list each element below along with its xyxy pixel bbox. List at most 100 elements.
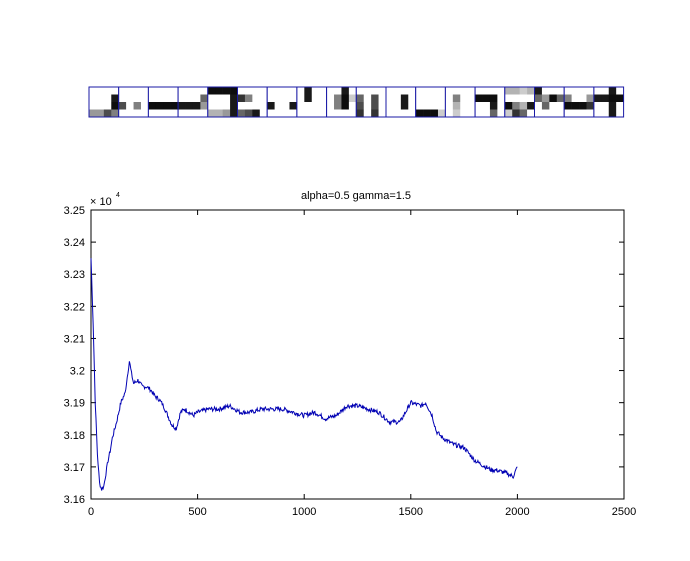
patch-pixel	[89, 94, 97, 103]
patch-pixel	[185, 109, 194, 118]
patch-pixel	[378, 102, 387, 110]
patch-pixel	[207, 102, 216, 110]
patch-pixel	[601, 94, 610, 103]
patch-pixel	[185, 102, 194, 110]
y-tick-label: 3.22	[64, 301, 85, 313]
patch	[593, 86, 625, 118]
patch-pixel	[408, 87, 416, 95]
patch-pixel	[244, 102, 253, 110]
patch-pixel	[378, 87, 387, 95]
patch-pixel	[445, 102, 454, 110]
y-tick-label: 3.25	[64, 205, 85, 217]
patch-pixel	[489, 109, 498, 118]
patch-pixel	[341, 109, 350, 118]
patch-pixel	[133, 109, 142, 118]
patch-pixel	[393, 87, 402, 95]
patch-pixel	[593, 87, 602, 95]
patch-pixel	[408, 102, 416, 110]
patch-pixel	[393, 109, 402, 118]
patch-pixel	[148, 87, 157, 95]
patch-pixel	[259, 109, 268, 118]
patch-pixel	[311, 94, 320, 103]
patch-pixel	[111, 102, 119, 110]
chart-title: alpha=0.5 gamma=1.5	[301, 190, 411, 202]
patch-pixel	[237, 109, 246, 118]
patch-pixel	[140, 94, 149, 103]
patch-pixel	[96, 87, 105, 95]
patch-pixel	[155, 109, 164, 118]
patch	[504, 86, 535, 118]
patch-pixel	[326, 87, 335, 95]
patch-pixel	[549, 102, 558, 110]
patch-pixel	[475, 102, 483, 110]
y-tick-label: 3.23	[64, 269, 85, 281]
patch-pixel	[445, 94, 454, 103]
patch-pixel	[452, 94, 461, 103]
patch-pixel	[289, 102, 298, 110]
patch-pixel	[341, 87, 350, 95]
patch-pixel	[616, 87, 624, 95]
patch-pixel	[534, 87, 543, 95]
patch-pixel	[519, 94, 528, 103]
patch-pixel	[289, 87, 298, 95]
patch-pixel	[148, 109, 157, 118]
patch-pixel	[334, 109, 342, 118]
patch-pixel	[140, 87, 149, 95]
patch-pixel	[497, 87, 506, 95]
patch-pixel	[267, 94, 275, 103]
patch-pixel	[274, 102, 283, 110]
patch-pixel	[252, 102, 261, 110]
patch-pixel	[608, 87, 617, 95]
patch-pixel	[371, 94, 379, 103]
patch	[237, 86, 268, 118]
patch-pixel	[430, 87, 439, 95]
patch-pixel	[259, 87, 268, 95]
patch-pixel	[96, 109, 105, 118]
patch-pixel	[319, 94, 327, 103]
x-tick-label: 2500	[612, 506, 636, 518]
patch-pixel	[170, 87, 179, 95]
patch-pixel	[467, 87, 476, 95]
patch-pixel	[111, 87, 119, 95]
patch-pixel	[237, 94, 246, 103]
patch-pixel	[541, 102, 550, 110]
plot-area	[90, 209, 625, 500]
patch-pixel	[289, 109, 298, 118]
patch-pixel	[608, 94, 617, 103]
patch-pixel	[616, 109, 624, 118]
patch-pixel	[178, 94, 186, 103]
patch-pixel	[118, 87, 127, 95]
patch-pixel	[192, 94, 201, 103]
patch-pixel	[475, 109, 483, 118]
patch-pixel	[215, 94, 223, 103]
patch-pixel	[103, 94, 112, 103]
patch	[118, 86, 149, 118]
patch-pixel	[259, 102, 268, 110]
patch-pixel	[445, 87, 454, 95]
patch-pixel	[616, 94, 624, 103]
patch-pixel	[534, 94, 543, 103]
patch-pixel	[237, 87, 246, 95]
patch-pixel	[356, 109, 365, 118]
patch-pixel	[423, 87, 431, 95]
patch-pixel	[400, 109, 409, 118]
patch	[355, 86, 387, 118]
patch-pixel	[304, 87, 313, 95]
patch-pixel	[386, 109, 394, 118]
patch-pixel	[386, 94, 394, 103]
patch-pixel	[363, 94, 372, 103]
patch-pixel	[512, 87, 520, 95]
patch-pixel	[319, 109, 327, 118]
patch-pixel	[230, 102, 238, 110]
patch-pixel	[601, 87, 610, 95]
x-tick-label: 1500	[399, 506, 423, 518]
patch-pixel	[527, 102, 535, 110]
patch-pixel	[497, 102, 506, 110]
y-axis: 3.16 3.17 3.18 3.19 3.2 3.21 3.22 3.23 3.24 3.25	[64, 205, 624, 506]
patch	[474, 86, 506, 118]
patch-pixel	[452, 87, 461, 95]
patch-pixel	[541, 87, 550, 95]
patch-pixel	[170, 109, 179, 118]
y-tick-label: 3.19	[64, 398, 85, 410]
patch-pixel	[408, 94, 416, 103]
